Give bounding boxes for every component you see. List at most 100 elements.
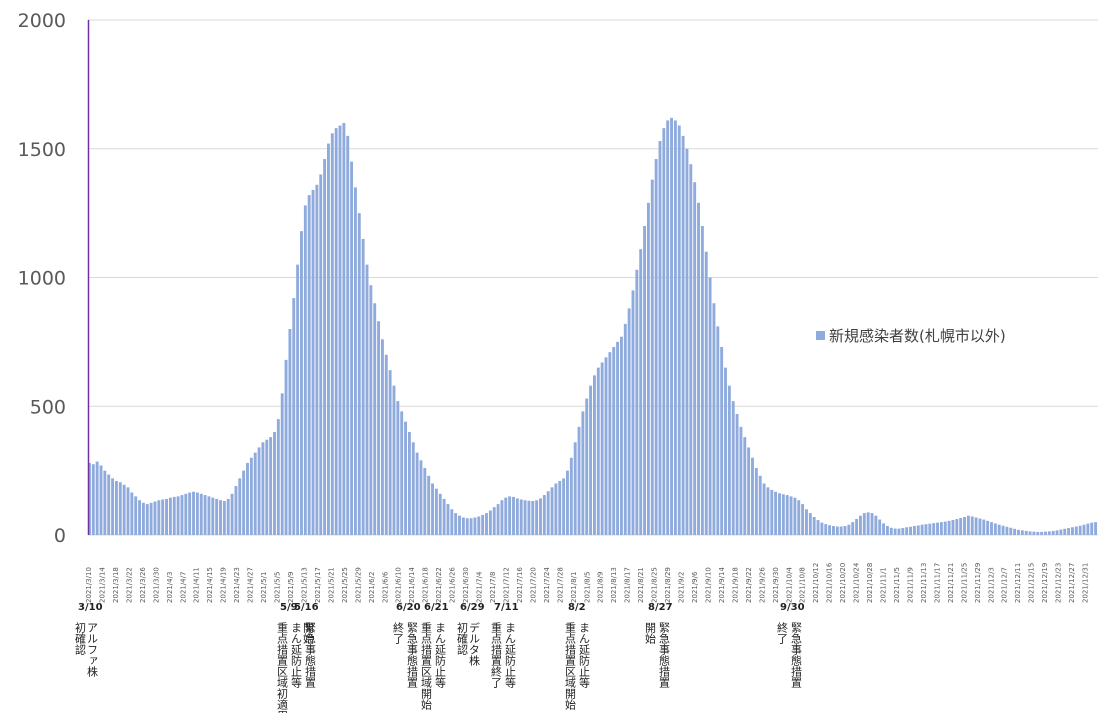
bar	[188, 492, 192, 535]
bar	[1028, 531, 1032, 535]
x-tick-label: 2021/3/22	[125, 567, 133, 603]
x-tick-label: 2021/9/14	[718, 567, 726, 603]
bar	[824, 524, 828, 535]
annotation-text: 重点措置区域初適用	[276, 621, 289, 713]
bar	[431, 483, 434, 535]
bar	[111, 478, 115, 535]
bar	[623, 323, 627, 535]
x-tick-label: 2021/8/21	[637, 567, 645, 603]
bar	[438, 493, 442, 535]
bar	[496, 504, 500, 535]
bar	[681, 135, 685, 536]
x-tick-label: 2021/4/19	[220, 567, 228, 603]
x-tick-label: 2021/8/9	[597, 572, 605, 603]
bar	[936, 522, 939, 535]
x-tick-label: 2021/4/11	[193, 567, 201, 603]
x-tick-label: 2021/10/12	[812, 563, 820, 603]
bar	[461, 517, 465, 535]
bar	[153, 501, 157, 535]
bar	[1032, 531, 1036, 535]
bar	[1071, 527, 1074, 535]
annotation-text: 開始	[644, 622, 657, 645]
x-tick-label: 2021/5/13	[300, 567, 308, 603]
bar	[211, 497, 215, 535]
y-tick-label: 2000	[18, 10, 66, 32]
y-axis-ticks: 0 500 1000 1500 2000	[18, 10, 66, 547]
bar	[735, 413, 739, 535]
x-tick-label: 2021/12/27	[1068, 563, 1076, 603]
bar	[943, 521, 947, 535]
bar	[184, 493, 188, 535]
bar	[704, 251, 708, 535]
bar	[812, 516, 816, 535]
bar	[504, 497, 508, 535]
bar	[835, 526, 839, 535]
x-tick-label: 2021/11/5	[893, 567, 901, 603]
bar	[458, 515, 461, 535]
x-tick-label: 2021/6/26	[449, 567, 457, 603]
x-tick-label: 2021/5/5	[274, 572, 282, 603]
bar	[276, 419, 280, 536]
bar	[820, 522, 824, 535]
bar	[400, 411, 404, 535]
bar	[199, 493, 203, 535]
y-tick-label: 1000	[18, 268, 66, 290]
bars	[87, 20, 1098, 536]
bar	[1090, 522, 1094, 535]
bar	[1047, 531, 1051, 535]
bar	[465, 518, 469, 535]
x-tick-label: 2021/9/2	[678, 572, 686, 603]
x-tick-label: 2021/8/29	[664, 567, 672, 603]
bar	[488, 510, 492, 535]
bar	[342, 123, 346, 535]
x-tick-label: 2021/3/30	[152, 567, 160, 603]
bar	[288, 329, 292, 535]
bar	[720, 347, 724, 535]
bar	[893, 528, 897, 535]
annotation-text: 重点措置終了	[490, 621, 503, 688]
bar	[593, 375, 596, 535]
bar	[192, 491, 195, 535]
annotation-date: 6/21	[424, 602, 449, 613]
x-tick-label: 2021/9/22	[745, 567, 753, 603]
bar	[993, 523, 997, 535]
x-tick-label: 2021/8/1	[570, 572, 578, 603]
bar	[296, 264, 300, 536]
annotation-date: 5/16	[294, 602, 319, 613]
bar	[747, 447, 751, 535]
bar	[862, 513, 866, 535]
bar	[380, 339, 384, 535]
bar	[1024, 530, 1028, 535]
bar	[114, 480, 118, 535]
bar	[866, 512, 870, 535]
x-tick-label: 2021/11/21	[947, 563, 955, 603]
bar	[99, 465, 103, 535]
x-tick-label: 2021/12/15	[1028, 563, 1036, 603]
bar	[134, 496, 138, 536]
annotation-text: 終了	[392, 621, 405, 644]
bar	[666, 120, 670, 536]
bar	[1074, 526, 1078, 535]
x-tick-label: 2021/6/10	[395, 567, 403, 603]
bar	[1051, 530, 1055, 535]
bar	[885, 525, 889, 535]
bar	[670, 117, 673, 535]
bar	[334, 128, 338, 535]
x-tick-label: 2021/12/23	[1055, 563, 1063, 603]
bar	[805, 509, 808, 535]
bar	[546, 491, 550, 535]
bar	[616, 341, 620, 536]
bar	[419, 460, 423, 535]
bar	[569, 457, 573, 535]
legend-label: 新規感染者数(札幌市以外)	[829, 327, 1006, 345]
annotation-date: 5/9	[280, 602, 298, 613]
bar	[677, 125, 681, 535]
bar	[1067, 528, 1071, 535]
x-tick-label: 2021/10/28	[866, 563, 874, 603]
bar	[646, 202, 650, 535]
bar	[527, 500, 531, 535]
bar	[882, 523, 886, 535]
bar	[261, 442, 265, 535]
bar	[319, 174, 323, 535]
x-tick-label: 2021/11/1	[880, 567, 888, 603]
